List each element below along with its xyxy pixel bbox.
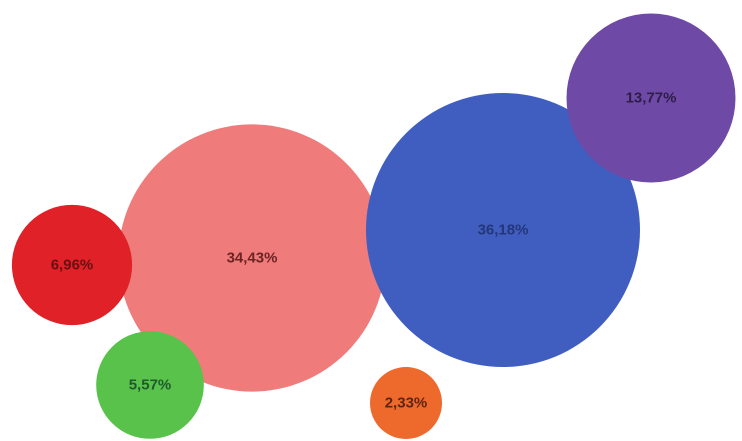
bubble-2: 34,43% <box>118 124 386 392</box>
bubble-6: 13,77% <box>566 13 736 183</box>
bubble-circle <box>370 367 442 439</box>
bubble-3: 5,57% <box>96 331 204 439</box>
bubble-label: 2,33% <box>385 395 428 412</box>
bubble-label: 34,43% <box>227 250 278 267</box>
bubble-label: 13,77% <box>626 90 677 107</box>
bubble-label: 5,57% <box>129 377 172 394</box>
bubble-4: 2,33% <box>370 367 442 439</box>
bubble-circle <box>566 13 736 183</box>
bubble-circle <box>366 93 640 367</box>
bubble-circle <box>11 204 133 326</box>
bubble-label: 36,18% <box>478 222 529 239</box>
bubble-5: 36,18% <box>366 93 640 367</box>
bubble-circle <box>118 124 386 392</box>
bubble-label: 6,96% <box>51 257 94 274</box>
bubble-1: 6,96% <box>11 204 133 326</box>
bubble-circle <box>96 331 204 439</box>
